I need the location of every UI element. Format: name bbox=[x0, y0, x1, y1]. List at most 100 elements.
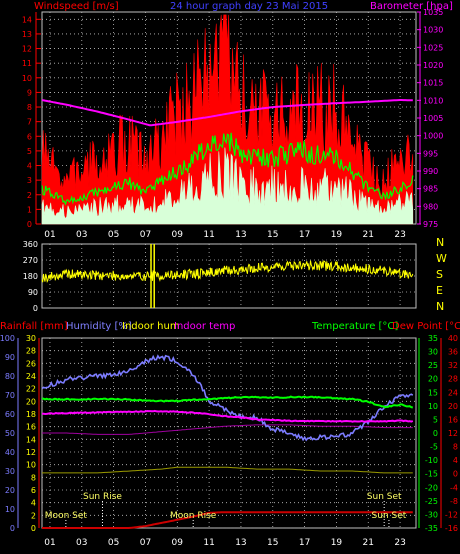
dew-tick-label: 24 bbox=[448, 388, 458, 397]
wind-panel-x-tick-label: 01 bbox=[44, 230, 55, 240]
wind-direction-series bbox=[41, 260, 414, 284]
rain-tick-label: 30 bbox=[26, 334, 36, 343]
wind-tick-label: 3 bbox=[27, 176, 32, 185]
climate-panel-x-tick-label: 03 bbox=[76, 538, 87, 548]
baro-tick-label: 995 bbox=[423, 149, 438, 158]
humidity-axis-label: Humidity [%] bbox=[66, 321, 132, 332]
temperature-tick-label: 15 bbox=[428, 388, 438, 397]
humidity-tick-label: 100 bbox=[0, 334, 15, 343]
baro-tick-label: 975 bbox=[423, 220, 438, 229]
temperature-tick-label: 35 bbox=[428, 334, 438, 343]
temperature-tick-label: -15 bbox=[425, 470, 438, 479]
wind-tick-label: 0 bbox=[27, 220, 32, 229]
dew-tick-label: -8 bbox=[450, 497, 458, 506]
wind-tick-label: 4 bbox=[27, 162, 32, 171]
dew-tick-label: -4 bbox=[450, 483, 458, 492]
wind-panel-x-tick-label: 15 bbox=[267, 230, 278, 240]
wind-tick-label: 11 bbox=[22, 59, 32, 68]
wind-panel-x-tick-label: 23 bbox=[394, 230, 405, 240]
dew-point-series bbox=[42, 409, 414, 423]
wind-panel-x-tick-label: 21 bbox=[363, 230, 374, 240]
direction-tick-label: 180 bbox=[23, 272, 38, 281]
baro-tick-label: 985 bbox=[423, 185, 438, 194]
humidity-tick-label: 70 bbox=[5, 391, 15, 400]
wind-gust-series bbox=[41, 14, 414, 225]
astro-annotation: Sun Set bbox=[367, 492, 402, 502]
wind-tick-label: 10 bbox=[22, 74, 32, 83]
barometer-axis-label: Barometer [hpa] bbox=[370, 1, 453, 12]
dew-point-axis-label: Dew Point [°C] bbox=[392, 321, 460, 332]
rain-tick-label: 12 bbox=[26, 448, 36, 457]
wind-tick-label: 12 bbox=[22, 45, 32, 54]
wind-lull-series bbox=[41, 147, 414, 225]
dew-tick-label: 0 bbox=[453, 470, 458, 479]
compass-label: S bbox=[436, 268, 443, 281]
wind-panel-x-tick-label: 19 bbox=[331, 230, 343, 240]
wind-tick-label: 14 bbox=[22, 15, 32, 24]
temperature-tick-label: 20 bbox=[428, 375, 438, 384]
wind-tick-label: 5 bbox=[27, 147, 32, 156]
temperature-tick-label: -35 bbox=[425, 524, 438, 533]
wind-panel-x-tick-label: 11 bbox=[203, 230, 214, 240]
baro-tick-label: 1025 bbox=[423, 43, 443, 52]
astro-annotation: Moon Rise bbox=[170, 511, 217, 521]
humidity-tick-label: 50 bbox=[5, 429, 15, 438]
wind-panel-x-tick-label: 17 bbox=[299, 230, 310, 240]
wind-tick-label: 9 bbox=[27, 88, 32, 97]
climate-panel-x-tick-label: 13 bbox=[235, 538, 246, 548]
baro-tick-label: 1035 bbox=[423, 8, 443, 17]
temperature-tick-label: 10 bbox=[428, 402, 438, 411]
astro-annotation: Moon Set bbox=[45, 511, 88, 521]
indoor-hum-series bbox=[42, 466, 413, 474]
climate-panel-x-tick-label: 07 bbox=[140, 538, 151, 548]
direction-tick-label: 270 bbox=[23, 256, 38, 265]
rain-tick-label: 20 bbox=[26, 397, 36, 406]
dew-tick-label: 32 bbox=[448, 361, 458, 370]
humidity-tick-label: 30 bbox=[5, 467, 15, 476]
temperature-tick-label: -5 bbox=[430, 443, 438, 452]
windspeed-axis-label: Windspeed [m/s] bbox=[34, 1, 119, 12]
dew-tick-label: -12 bbox=[445, 510, 458, 519]
baro-tick-label: 980 bbox=[423, 202, 438, 211]
direction-tick-label: 90 bbox=[28, 288, 38, 297]
rain-tick-label: 22 bbox=[26, 385, 36, 394]
baro-tick-label: 1030 bbox=[423, 26, 443, 35]
dew-tick-label: 28 bbox=[448, 375, 458, 384]
rain-tick-label: 0 bbox=[31, 524, 36, 533]
compass-label: N bbox=[436, 236, 444, 249]
wind-panel-x-tick-label: 09 bbox=[172, 230, 184, 240]
wind-tick-label: 8 bbox=[27, 103, 32, 112]
compass-label: E bbox=[436, 284, 443, 297]
wind-panel-x-tick-label: 07 bbox=[140, 230, 151, 240]
rain-tick-label: 28 bbox=[26, 347, 36, 356]
rain-tick-label: 10 bbox=[26, 461, 36, 470]
dew-tick-label: 16 bbox=[448, 415, 458, 424]
climate-panel-x-tick-label: 17 bbox=[299, 538, 310, 548]
wind-panel-x-tick-label: 05 bbox=[108, 230, 119, 240]
humidity-series bbox=[41, 354, 414, 442]
dew-tick-label: -16 bbox=[445, 524, 458, 533]
direction-tick-label: 360 bbox=[23, 240, 38, 249]
dew-tick-label: 40 bbox=[448, 334, 458, 343]
dew-tick-label: 36 bbox=[448, 348, 458, 357]
temperature-axis-label: Temperature [°C] bbox=[311, 321, 398, 332]
indoor-temp-label: Indoor temp bbox=[174, 321, 235, 332]
baro-tick-label: 990 bbox=[423, 167, 438, 176]
rain-tick-label: 18 bbox=[26, 410, 36, 419]
compass-label: W bbox=[436, 252, 447, 265]
wind-panel-x-tick-label: 13 bbox=[235, 230, 246, 240]
climate-panel-x-tick-label: 09 bbox=[172, 538, 184, 548]
baro-tick-label: 1015 bbox=[423, 79, 443, 88]
dew-tick-label: 12 bbox=[448, 429, 458, 438]
climate-panel-x-tick-label: 23 bbox=[394, 538, 405, 548]
baro-tick-label: 1000 bbox=[423, 132, 443, 141]
indoor-hum-label: Indoor hum bbox=[122, 321, 180, 332]
temperature-tick-label: -30 bbox=[425, 510, 438, 519]
rain-tick-label: 4 bbox=[31, 499, 36, 508]
barometer-series bbox=[41, 99, 413, 127]
climate-panel-x-tick-label: 05 bbox=[108, 538, 119, 548]
indoor-temp-series bbox=[42, 424, 413, 435]
compass-label: N bbox=[436, 300, 444, 313]
dew-tick-label: 20 bbox=[448, 402, 458, 411]
